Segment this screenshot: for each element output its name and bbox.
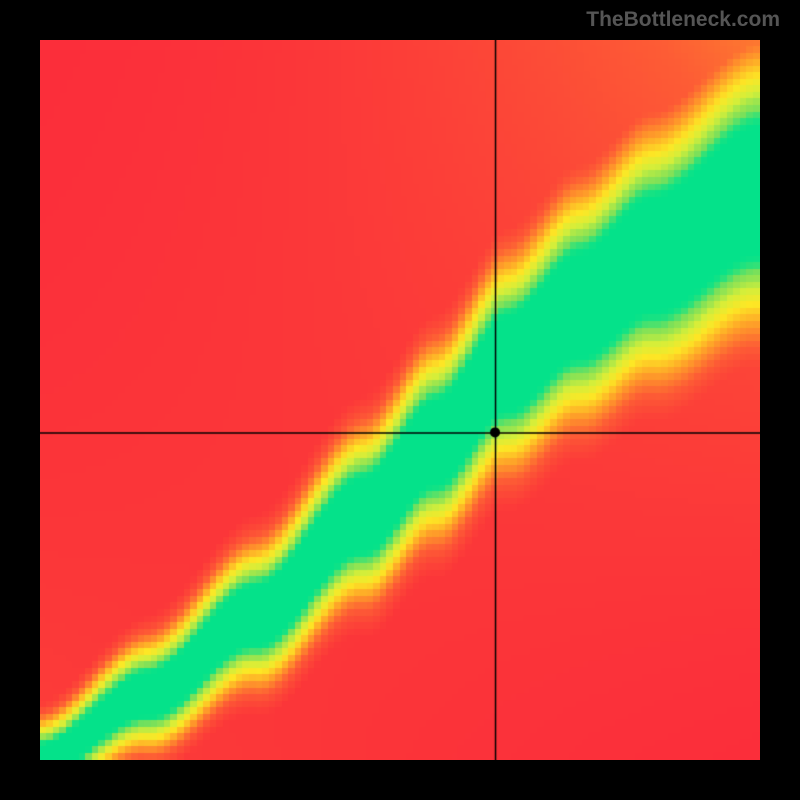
heatmap-canvas bbox=[40, 40, 760, 760]
watermark-text: TheBottleneck.com bbox=[586, 8, 780, 32]
chart-stage: TheBottleneck.com bbox=[0, 0, 800, 800]
